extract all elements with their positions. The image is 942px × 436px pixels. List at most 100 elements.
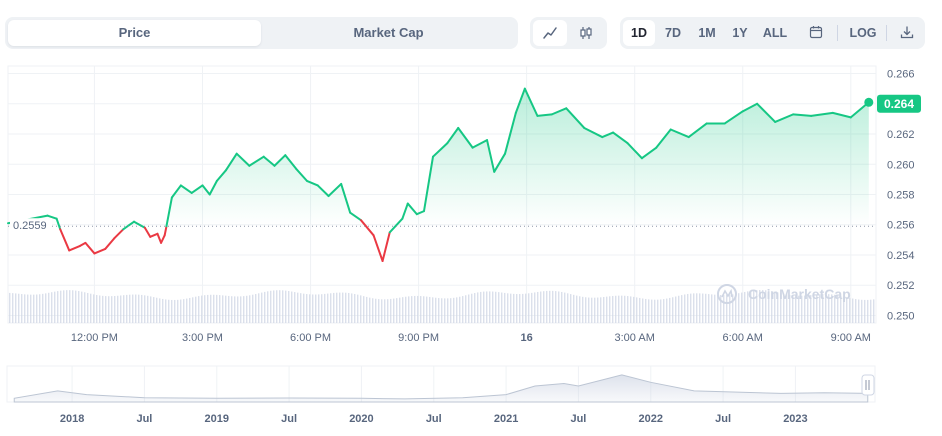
volume-bar <box>765 290 767 323</box>
price-line-segment <box>340 182 352 214</box>
volume-bar <box>126 294 128 323</box>
volume-bar <box>726 294 728 323</box>
volume-bar <box>228 295 230 323</box>
volume-bar <box>687 293 689 323</box>
price-line-segment <box>122 220 136 231</box>
volume-bar <box>516 294 518 323</box>
range-7d-button[interactable]: 7D <box>665 26 681 40</box>
volume-bar <box>702 293 704 323</box>
volume-bar <box>822 294 824 323</box>
price-line-segment <box>156 232 163 244</box>
volume-bar <box>537 291 539 323</box>
range-1d-button[interactable]: 1D <box>623 20 655 46</box>
volume-bar <box>663 299 665 323</box>
volume-bar <box>606 296 608 323</box>
download-icon <box>900 26 914 39</box>
range-1y-button[interactable]: 1Y <box>732 26 748 40</box>
calendar-icon <box>809 26 823 39</box>
volume-bar <box>183 299 185 323</box>
volume-bar <box>657 299 659 323</box>
price-line-segment <box>68 244 82 252</box>
price-line-segment <box>327 182 343 198</box>
x-tick-label: 6:00 PM <box>290 332 331 344</box>
x-tick-label: 3:00 PM <box>182 332 223 344</box>
volume-bar <box>495 291 497 323</box>
volume-bar <box>564 292 566 323</box>
reference-label-bg <box>10 218 52 233</box>
price-line-segment <box>208 179 218 196</box>
volume-bar <box>864 299 866 323</box>
volume-bar <box>12 293 14 323</box>
volume-bar <box>432 297 434 323</box>
volume-bar <box>588 297 590 323</box>
volume-bar <box>450 298 452 323</box>
volume-bar <box>627 296 629 323</box>
volume-bar <box>417 295 419 323</box>
line-chart-button[interactable] <box>533 20 567 46</box>
tab-price[interactable]: Price <box>8 20 261 46</box>
volume-bar <box>411 296 413 323</box>
volume-bar <box>612 295 614 323</box>
volume-bar <box>480 291 482 323</box>
volume-bar <box>525 293 527 323</box>
volume-bar <box>597 297 599 323</box>
x-tick-label: 12:00 PM <box>71 332 118 344</box>
range-1m-button[interactable]: 1M <box>698 26 716 40</box>
volume-bar <box>255 294 257 323</box>
reference-line: 0.2559 <box>8 218 876 233</box>
navigator-tick-label: 2022 <box>639 413 663 425</box>
download-button[interactable] <box>893 20 921 46</box>
watermark-text: CoinMarketCap <box>748 286 851 302</box>
log-scale-button[interactable]: LOG <box>849 26 877 40</box>
price-line-segment <box>756 102 777 123</box>
range-all-button[interactable]: ALL <box>762 26 788 40</box>
navigator-tick-label: Jul <box>136 413 152 425</box>
price-line-segment <box>723 110 744 125</box>
calendar-button[interactable] <box>801 20 831 46</box>
price-line-segment <box>201 184 211 196</box>
price-line-segment <box>149 232 159 238</box>
time-range-selector: 1D 7D 1M 1Y ALL LOG <box>620 17 925 49</box>
volume-bar <box>849 297 851 323</box>
price-line-segment <box>381 231 391 263</box>
volume-bar <box>423 296 425 323</box>
volume-bar <box>231 296 233 323</box>
price-line-segment <box>792 113 813 117</box>
y-tick-label: 0.262 <box>887 129 915 141</box>
volume-bar <box>372 298 374 323</box>
tab-market-cap[interactable]: Market Cap <box>353 25 424 40</box>
time-navigator[interactable]: 2018 Jul 2019 Jul 2020 Jul 2021 Jul 2022 Jul 2023 <box>6 365 876 425</box>
volume-bar <box>858 299 860 323</box>
current-price-marker: 0.264 <box>864 94 921 113</box>
volume-bar <box>306 294 308 323</box>
price-line-segment <box>190 184 204 194</box>
volume-bar <box>831 294 833 323</box>
candlestick-chart-button[interactable] <box>569 20 603 46</box>
volume-bar <box>486 291 488 323</box>
volume-bar <box>816 294 818 323</box>
volume-bar <box>507 293 509 323</box>
y-tick-label: 0.252 <box>887 280 915 292</box>
volume-bar <box>648 299 650 323</box>
volume-bar <box>441 298 443 323</box>
volume-bar <box>660 299 662 323</box>
x-tick-label: 6:00 AM <box>723 332 763 344</box>
volume-bar <box>714 294 716 323</box>
price-line-segment <box>514 87 526 114</box>
price-line-segment <box>601 131 615 139</box>
price-line-segment <box>359 219 375 237</box>
volume-bar <box>426 296 428 323</box>
price-line-segment <box>504 111 517 155</box>
volume-bar <box>243 296 245 323</box>
volume-bar <box>678 295 680 323</box>
volume-bar <box>252 294 254 323</box>
volume-bar <box>192 297 194 323</box>
price-line-segment <box>235 152 251 167</box>
volume-bar <box>30 294 32 323</box>
volume-bar <box>111 296 113 323</box>
volume-bar <box>474 293 476 323</box>
volume-bar <box>867 299 869 323</box>
price-line-segment <box>388 217 404 234</box>
volume-bar <box>600 297 602 323</box>
